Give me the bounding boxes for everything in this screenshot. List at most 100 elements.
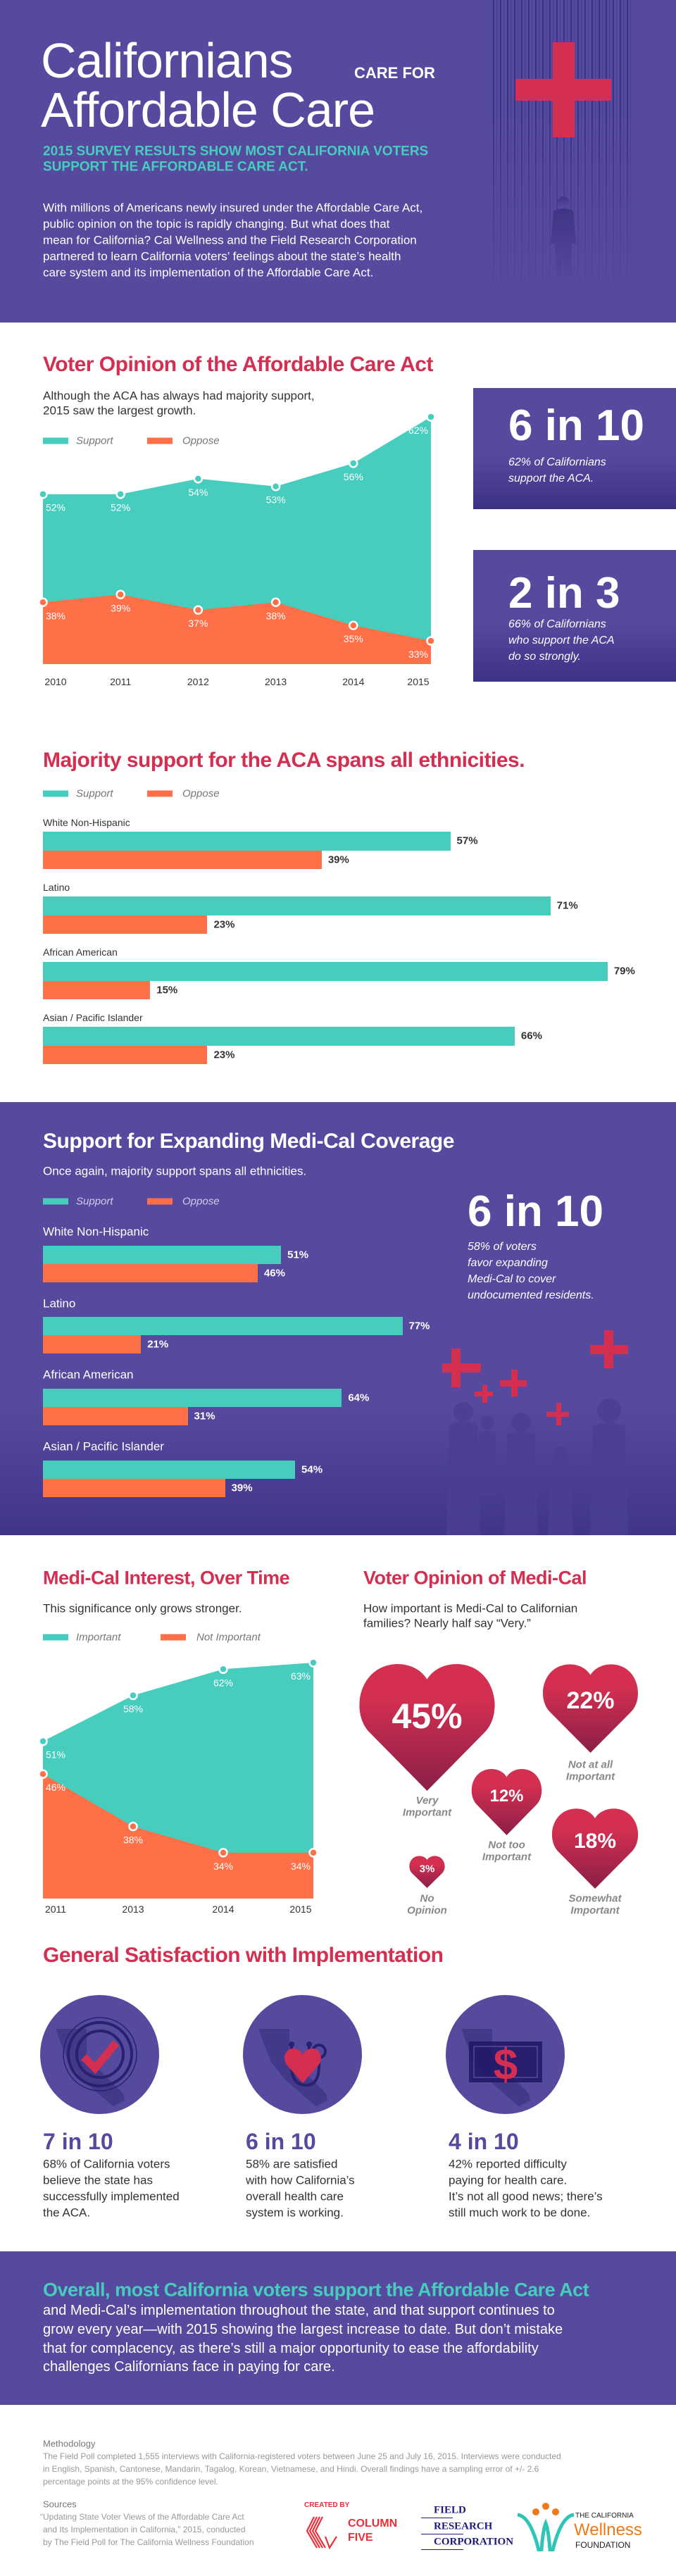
wellness-logo-text: THE CALIFORNIA xyxy=(575,2512,634,2520)
aca-section-subtitle: Although the ACA has always had majority… xyxy=(43,389,315,403)
column-five-logo-text: FIVE xyxy=(348,2532,373,2544)
bar-value-label: 64% xyxy=(348,1392,370,1404)
bar-value-label: 23% xyxy=(213,918,235,931)
x-tick-label: 2014 xyxy=(212,1903,234,1915)
heart-icon xyxy=(359,1663,495,1791)
bar-value-label: 66% xyxy=(520,1030,542,1042)
data-point-marker xyxy=(115,489,125,499)
category-label: African American xyxy=(43,1368,134,1382)
heart-value-label: 45% xyxy=(392,1696,463,1737)
data-point-marker xyxy=(38,489,48,499)
california-wellness-logo[interactable]: THE CALIFORNIA Wellness FOUNDATION xyxy=(516,2502,642,2551)
legend-swatch-support xyxy=(43,437,68,444)
legend-swatch-important xyxy=(43,1634,68,1641)
bar-support xyxy=(43,1246,282,1264)
x-tick-label: 2010 xyxy=(44,676,66,687)
bar-oppose xyxy=(43,915,208,934)
opinion-section-title: Voter Opinion of Medi-Cal xyxy=(363,1567,587,1589)
conclusion-panel xyxy=(0,2251,676,2405)
field-research-logo-text: FIELD xyxy=(434,2504,466,2516)
satisfaction-stat-text: 68% of California voters xyxy=(43,2157,170,2171)
data-point-marker xyxy=(128,1690,138,1701)
data-label: 53% xyxy=(266,494,286,506)
conclusion-heading: Overall, most California voters support … xyxy=(43,2279,589,2301)
aca-opinion-area-chart: 52% 52% 54% 53% 56% 62% 38% 39% 37% 38% 35% 33% 2010… xyxy=(38,412,436,687)
red-cross-icon xyxy=(515,42,611,137)
bar-support xyxy=(43,1389,342,1407)
methodology-text: in English, Spanish, Cantonese, Mandarin… xyxy=(43,2464,539,2474)
data-label: 56% xyxy=(344,471,363,482)
title-line-1: Californians xyxy=(41,33,294,88)
legend-label-support: Support xyxy=(76,787,113,800)
satisfaction-stat-text: believe the state has xyxy=(43,2173,153,2187)
category-label: White Non-Hispanic xyxy=(43,817,130,828)
bar-support xyxy=(43,832,451,851)
stat-box-6-in-10 xyxy=(473,388,676,509)
heart-icon xyxy=(409,1856,445,1888)
header-subtitle: SUPPORT THE AFFORDABLE CARE ACT. xyxy=(43,159,308,175)
stat-text: who support the ACA xyxy=(508,634,615,646)
expansion-stat-number: 6 in 10 xyxy=(468,1187,603,1236)
conclusion-text: and Medi-Cal’s implementation throughout… xyxy=(43,2303,555,2318)
data-label: 33% xyxy=(408,649,428,660)
heart-value-label: 18% xyxy=(573,1830,617,1853)
legend-label-oppose: Oppose xyxy=(182,434,220,447)
california-dollar-bill-icon: $ xyxy=(446,1995,565,2114)
data-label: 52% xyxy=(111,502,130,513)
intro-text: public opinion on the topic is rapidly c… xyxy=(43,217,390,231)
data-label: 51% xyxy=(46,1749,65,1761)
heart-category-label: Not too xyxy=(488,1839,525,1851)
person-silhouette-icon xyxy=(551,196,576,285)
field-research-logo-text: CORPORATION xyxy=(434,2536,514,2548)
category-label: Asian / Pacific Islander xyxy=(43,1012,143,1023)
conclusion-text: challenges Californians face in paying f… xyxy=(43,2359,335,2375)
wellness-figures-icon xyxy=(517,2503,575,2551)
heart-category-label: Important xyxy=(570,1904,620,1917)
bar-oppose xyxy=(43,1045,208,1064)
bar-value-label: 21% xyxy=(147,1338,169,1351)
sources-title: Sources xyxy=(43,2499,77,2510)
heart-category-label: Very xyxy=(415,1794,439,1807)
heart-value-label: 3% xyxy=(419,1863,435,1875)
wellness-logo-text: Wellness xyxy=(574,2520,642,2539)
data-point-marker xyxy=(426,636,436,646)
x-tick-label: 2012 xyxy=(187,676,209,687)
heart-value-label: 22% xyxy=(566,1687,615,1715)
data-label: 62% xyxy=(408,425,428,436)
legend-label-support: Support xyxy=(76,1195,113,1208)
heart-icon xyxy=(543,1664,638,1753)
title-line-2: Affordable Care xyxy=(41,82,375,137)
data-label: 52% xyxy=(46,502,65,513)
satisfaction-stat-text: the ACA. xyxy=(43,2206,91,2220)
bar-value-label: 79% xyxy=(613,965,635,977)
satisfaction-stat-text: still much work to be done. xyxy=(449,2206,591,2220)
heart-marker xyxy=(543,1664,638,1753)
field-research-logo[interactable]: FIELD RESEARCH CORPORATION xyxy=(421,2503,513,2550)
bar-value-label: 31% xyxy=(194,1410,215,1423)
legend-label-support: Support xyxy=(76,434,113,447)
family-silhouette-with-crosses-icon xyxy=(442,1330,628,1535)
satisfaction-stat-text: 42% reported difficulty xyxy=(449,2157,567,2171)
data-point-marker xyxy=(218,1664,228,1675)
heart-category-label: No xyxy=(420,1892,434,1905)
heart-marker xyxy=(359,1663,495,1791)
data-point-marker xyxy=(38,1736,48,1746)
bar-value-label: 57% xyxy=(456,834,478,847)
opinion-section-subtitle: families? Nearly half say “Very.” xyxy=(363,1616,531,1630)
column-five-logo[interactable]: COLUMN FIVE xyxy=(304,2515,403,2551)
bar-value-label: 71% xyxy=(556,899,578,912)
intro-text: partnered to learn California voters’ fe… xyxy=(43,249,401,263)
satisfaction-section-title: General Satisfaction with Implementation xyxy=(43,1944,444,1967)
satisfaction-stat-text: system is working. xyxy=(246,2206,344,2220)
data-point-marker xyxy=(270,597,281,607)
data-point-marker xyxy=(193,605,204,615)
column-five-logo-text: COLUMN xyxy=(348,2518,398,2530)
heart-category-label: Somewhat xyxy=(568,1892,622,1905)
satisfaction-stat-number: 4 in 10 xyxy=(449,2129,519,2154)
header-banner xyxy=(0,0,676,323)
title-small: CARE FOR xyxy=(354,64,435,82)
category-label: Asian / Pacific Islander xyxy=(43,1439,164,1453)
stat-text: support the ACA. xyxy=(508,473,594,484)
sources-text: by The Field Poll for The California Wel… xyxy=(43,2537,254,2547)
legend-swatch-not-important xyxy=(161,1634,186,1641)
